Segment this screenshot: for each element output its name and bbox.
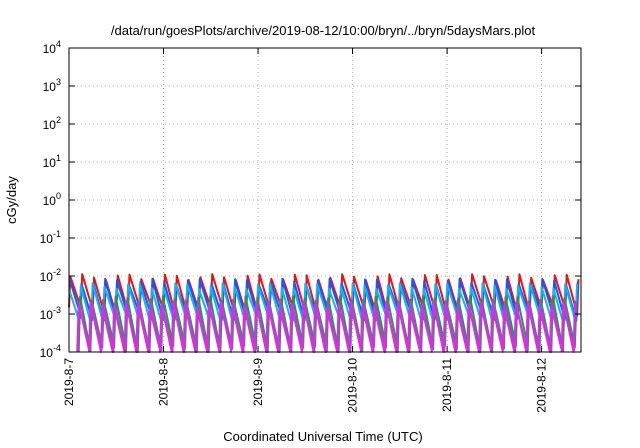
series-line — [76, 300, 576, 353]
y-tick-label: 101 — [43, 153, 61, 170]
x-axis-label: Coordinated Universal Time (UTC) — [223, 429, 422, 444]
x-tick-label: 2019-8-9 — [251, 358, 265, 406]
y-axis-label: cGy/day — [4, 176, 19, 224]
chart-title: /data/run/goesPlots/archive/2019-08-12/1… — [111, 23, 536, 38]
grid-lines — [69, 48, 581, 352]
x-tick-label: 2019-8-7 — [62, 358, 76, 406]
x-axis-ticks: 2019-8-7 2019-8-8 2019-8-9 2019-8-10 2019-8-… — [62, 48, 549, 413]
y-tick-label: 104 — [43, 39, 61, 56]
y-tick-label: 100 — [43, 191, 61, 208]
y-tick-label: 102 — [43, 115, 61, 132]
y-tick-label: 10-2 — [40, 267, 61, 284]
y-tick-label: 103 — [43, 77, 61, 94]
y-tick-label: 10-4 — [40, 343, 61, 360]
x-tick-label: 2019-8-8 — [157, 358, 171, 406]
y-tick-label: 10-3 — [40, 305, 61, 322]
x-tick-label: 2019-8-10 — [346, 358, 360, 413]
y-tick-label: 10-1 — [40, 229, 61, 246]
x-tick-label: 2019-8-11 — [440, 358, 454, 412]
x-tick-label: 2019-8-12 — [535, 358, 549, 413]
y-axis-ticks: 10-4 10-3 10-2 10-1 100 101 102 103 104 — [40, 39, 581, 360]
series-layer — [68, 273, 580, 353]
